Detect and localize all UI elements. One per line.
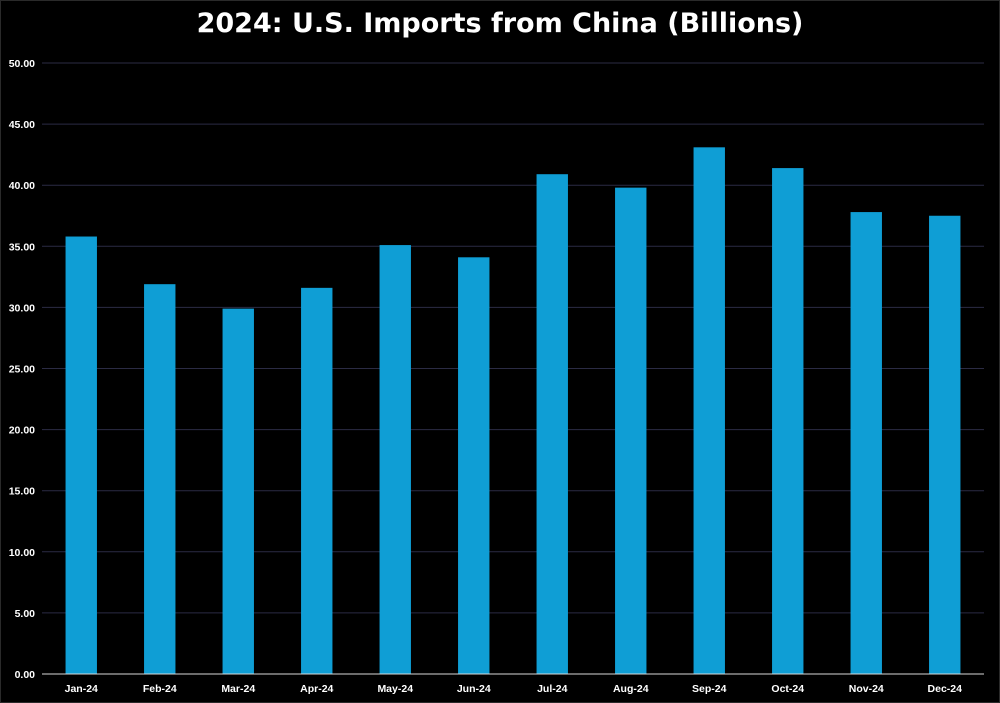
bar (144, 284, 176, 674)
x-category-label: Sep-24 (692, 683, 727, 695)
bar (615, 187, 647, 675)
x-category-label: Jun-24 (457, 683, 491, 695)
x-category-label: Dec-24 (928, 683, 963, 695)
x-category-label: Aug-24 (613, 683, 649, 695)
x-category-label: Oct-24 (771, 683, 804, 695)
bar (222, 308, 254, 674)
bars (65, 147, 961, 675)
y-tick-label: 50.00 (9, 58, 35, 70)
y-tick-label: 25.00 (9, 364, 35, 376)
y-tick-label: 20.00 (9, 425, 35, 437)
x-category-label: Jul-24 (537, 683, 568, 695)
y-tick-label: 45.00 (9, 119, 35, 131)
y-tick-label: 15.00 (9, 486, 35, 498)
y-tick-label: 5.00 (15, 608, 36, 620)
chart-title: 2024: U.S. Imports from China (Billions) (196, 8, 804, 39)
y-tick-label: 0.00 (15, 669, 36, 681)
x-category-label: Apr-24 (300, 683, 333, 695)
bar (65, 236, 97, 675)
bar (458, 257, 490, 674)
y-axis-tick-labels: 0.00 5.00 10.00 15.00 20.00 25.00 30.00 35.00 40… (9, 58, 35, 681)
gridlines (42, 62, 984, 614)
bar (929, 215, 961, 674)
y-tick-label: 35.00 (9, 241, 35, 253)
bar (693, 147, 725, 674)
bar (379, 245, 411, 674)
x-axis-category-labels: Jan-24 Feb-24 Mar-24 Apr-24 May-24 Jun-24 Jul-… (65, 683, 963, 695)
bar (772, 168, 804, 675)
x-category-label: Jan-24 (65, 683, 98, 695)
bar (536, 174, 568, 674)
y-tick-label: 30.00 (9, 302, 35, 314)
y-tick-label: 10.00 (9, 547, 35, 559)
x-category-label: Feb-24 (143, 683, 177, 695)
x-category-label: Mar-24 (221, 683, 255, 695)
bar (301, 287, 333, 674)
y-tick-label: 40.00 (9, 180, 35, 192)
x-category-label: Nov-24 (849, 683, 884, 695)
bar (850, 212, 882, 675)
x-category-label: May-24 (377, 683, 413, 695)
